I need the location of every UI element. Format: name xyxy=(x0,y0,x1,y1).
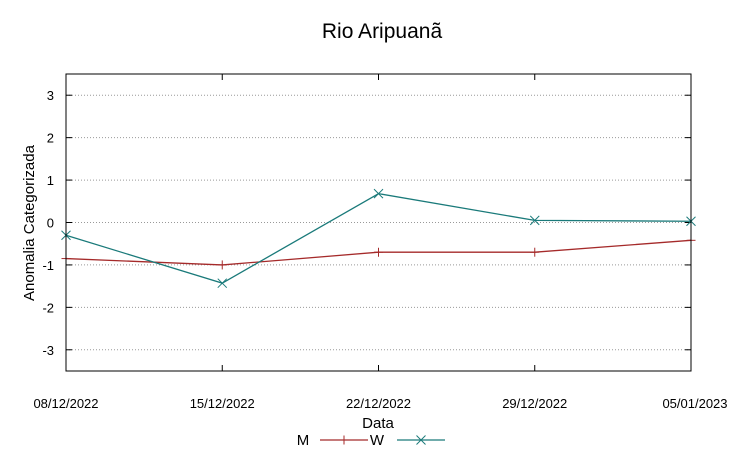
y-tick-label: 0 xyxy=(47,216,54,231)
data-point-m xyxy=(217,260,227,270)
y-tick-label: -3 xyxy=(42,343,54,358)
y-axis-title: Anomalia Categorizada xyxy=(21,144,38,301)
y-tick-label: -1 xyxy=(42,258,54,273)
data-point-m xyxy=(374,247,383,257)
x-tick-label: 08/12/2022 xyxy=(33,396,98,411)
y-tick-label: 2 xyxy=(47,131,54,146)
legend-label-m: M xyxy=(297,432,310,449)
y-tick-label: 3 xyxy=(47,88,54,103)
legend-marker-m xyxy=(339,435,349,445)
legend-marker-w xyxy=(416,435,426,445)
data-point-w xyxy=(373,188,384,199)
grid-lines xyxy=(66,94,691,351)
data-point-w xyxy=(529,215,540,226)
x-axis-title: Data xyxy=(362,415,394,432)
data-point-w xyxy=(217,278,228,289)
series-lines xyxy=(61,188,696,289)
x-tick-label: 05/01/2023 xyxy=(662,396,727,411)
series-line-w xyxy=(65,192,692,284)
x-tick-label: 15/12/2022 xyxy=(190,396,255,411)
x-tick-label: 29/12/2022 xyxy=(502,396,567,411)
x-tick-label: 22/12/2022 xyxy=(346,396,411,411)
y-tick-label: -2 xyxy=(42,300,54,315)
chart-title: Rio Aripuanã xyxy=(322,20,443,43)
plot-area-border xyxy=(65,73,692,372)
x-axis-ticks: 08/12/2022 15/12/2022 22/12/2022 29/12/2022… xyxy=(33,74,728,411)
legend-label-w: W xyxy=(370,432,385,449)
y-tick-label: 1 xyxy=(47,173,54,188)
data-point-m xyxy=(530,247,540,257)
